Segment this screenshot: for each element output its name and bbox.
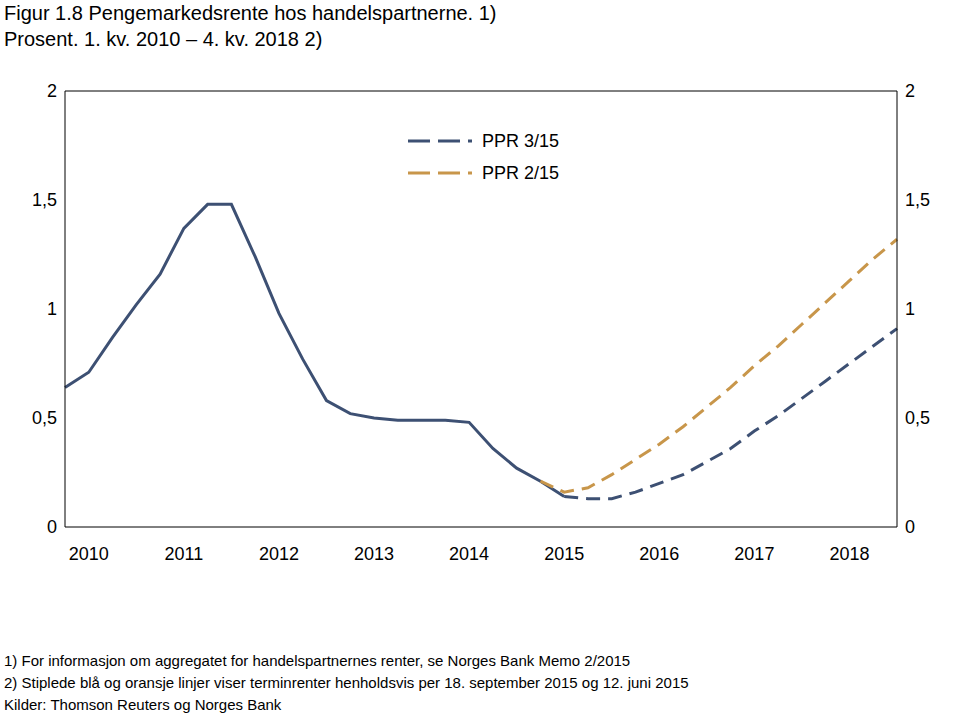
svg-text:2017: 2017 (734, 544, 774, 564)
html-text:PPR 2/15: PPR 2/15 (482, 162, 559, 183)
svg-text:2014: 2014 (449, 544, 489, 564)
html-text:Kilder: Thomson Reuters og Nor: Kilder: Thomson Reuters og Norges Bank (4, 696, 282, 713)
svg-text:2013: 2013 (354, 544, 394, 564)
svg-text:2012: 2012 (259, 544, 299, 564)
svg-text:1,5: 1,5 (905, 190, 930, 210)
svg-text:2011: 2011 (164, 544, 203, 564)
svg-text:2010: 2010 (69, 544, 109, 564)
svg-text:2016: 2016 (639, 544, 679, 564)
svg-text:2018: 2018 (829, 544, 869, 564)
svg-text:1,5: 1,5 (32, 190, 57, 210)
html-text:2) Stiplede blå og oransje lin: 2) Stiplede blå og oransje linjer viser … (4, 674, 689, 691)
svg-text:0,5: 0,5 (905, 408, 930, 428)
svg-text:1: 1 (47, 299, 57, 319)
svg-text:0,5: 0,5 (32, 408, 57, 428)
svg-text:2: 2 (905, 81, 915, 101)
svg-text:0: 0 (905, 517, 915, 537)
html-text:Figur 1.8 Pengemarkedsrente ho: Figur 1.8 Pengemarkedsrente hos handelsp… (4, 2, 497, 24)
svg-text:2015: 2015 (544, 544, 584, 564)
html-text:PPR 3/15: PPR 3/15 (482, 130, 559, 151)
html-text:Prosent. 1. kv. 2010 – 4. kv.: Prosent. 1. kv. 2010 – 4. kv. 2018 2) (4, 28, 323, 50)
svg-text:1: 1 (905, 299, 915, 319)
html-text:1) For informasjon om aggregat: 1) For informasjon om aggregatet for han… (4, 652, 631, 669)
svg-text:0: 0 (47, 517, 57, 537)
svg-text:2: 2 (47, 81, 57, 101)
